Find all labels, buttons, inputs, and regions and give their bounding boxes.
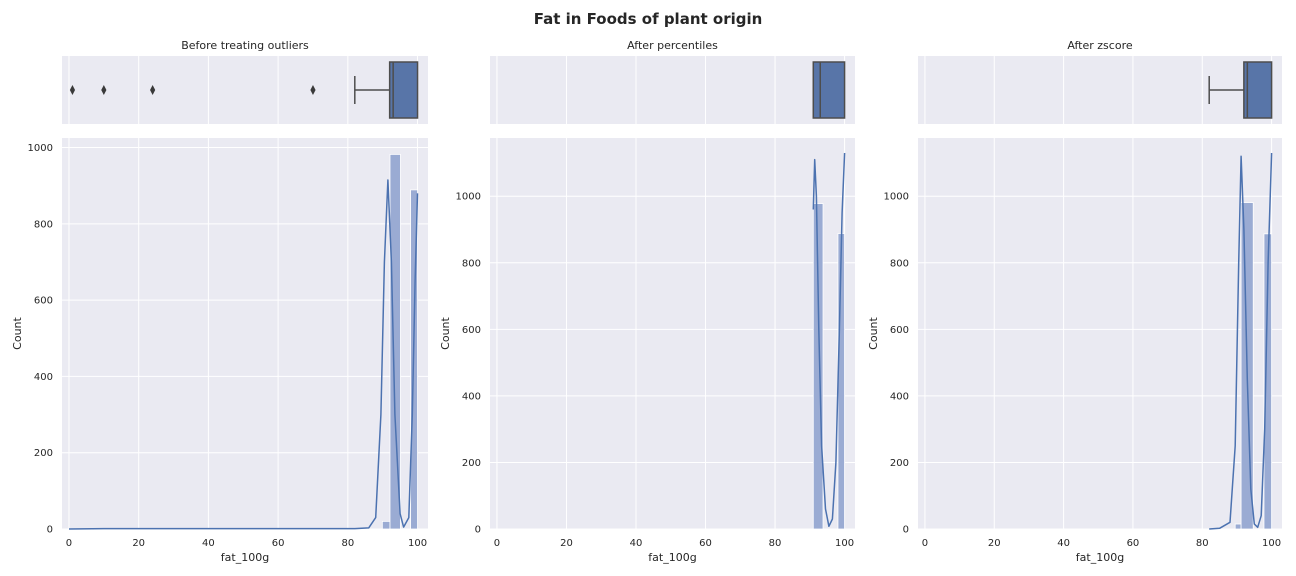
boxplot-box [1243,61,1273,119]
panel-title: After zscore [1067,39,1132,52]
x-tick-label: 60 [1127,538,1140,549]
y-tick-label: 800 [890,258,909,269]
histogram-bar [812,203,824,530]
boxplot-outlier [101,85,107,95]
x-tick-label: 0 [66,538,72,549]
boxplot-outlier [150,85,156,95]
histogram-bar [1234,523,1242,530]
x-tick-label: 20 [560,538,573,549]
histogram-bar [1263,233,1273,530]
x-tick-label: 20 [988,538,1001,549]
y-tick-label: 1000 [456,192,481,203]
kde-line [812,152,846,528]
x-tick-label: 40 [202,538,215,549]
x-tick-label: 80 [1196,538,1209,549]
x-tick-label: 20 [132,538,145,549]
histogram-bar [389,154,401,530]
x-tick-label: 80 [341,538,354,549]
boxplot-outlier [310,85,316,95]
y-tick-label: 200 [890,458,909,469]
y-tick-label: 1000 [884,192,909,203]
y-tick-label: 600 [34,296,53,307]
x-tick-label: 60 [272,538,285,549]
y-tick-label: 200 [34,448,53,459]
x-tick-label: 40 [630,538,643,549]
x-tick-label: 40 [1057,538,1070,549]
y-axis-label: Count [11,316,24,349]
y-tick-label: 1000 [28,143,53,154]
boxplot-background [490,56,855,124]
x-axis-label: fat_100g [648,551,696,564]
panel-title: Before treating outliers [181,39,309,52]
y-tick-label: 800 [34,219,53,230]
y-tick-label: 600 [462,325,481,336]
x-tick-label: 100 [835,538,854,549]
y-axis-label: Count [439,316,452,349]
boxplot-box [388,61,419,119]
panel-title: After percentiles [627,39,718,52]
y-tick-label: 400 [462,391,481,402]
kde-line [1209,152,1273,530]
kde-line [68,179,419,530]
figure-title: Fat in Foods of plant origin [534,10,763,28]
histogram-background [62,138,428,529]
x-axis-label: fat_100g [1076,551,1124,564]
x-tick-label: 100 [408,538,427,549]
histogram-bar [381,520,391,530]
x-tick-label: 60 [699,538,712,549]
x-tick-label: 80 [769,538,782,549]
x-tick-label: 0 [494,538,500,549]
x-tick-label: 100 [1262,538,1281,549]
histogram-background [918,138,1282,529]
y-tick-label: 400 [34,372,53,383]
y-tick-label: 0 [475,525,481,536]
x-tick-label: 0 [922,538,928,549]
y-tick-label: 200 [462,458,481,469]
y-tick-label: 800 [462,258,481,269]
y-tick-label: 0 [903,525,909,536]
y-axis-label: Count [867,316,880,349]
boxplot-box [812,61,846,119]
boxplot-outlier [69,85,76,95]
histogram-background [490,138,855,529]
y-tick-label: 400 [890,391,909,402]
y-tick-label: 0 [47,525,53,536]
x-axis-label: fat_100g [221,551,269,564]
y-tick-label: 600 [890,325,909,336]
